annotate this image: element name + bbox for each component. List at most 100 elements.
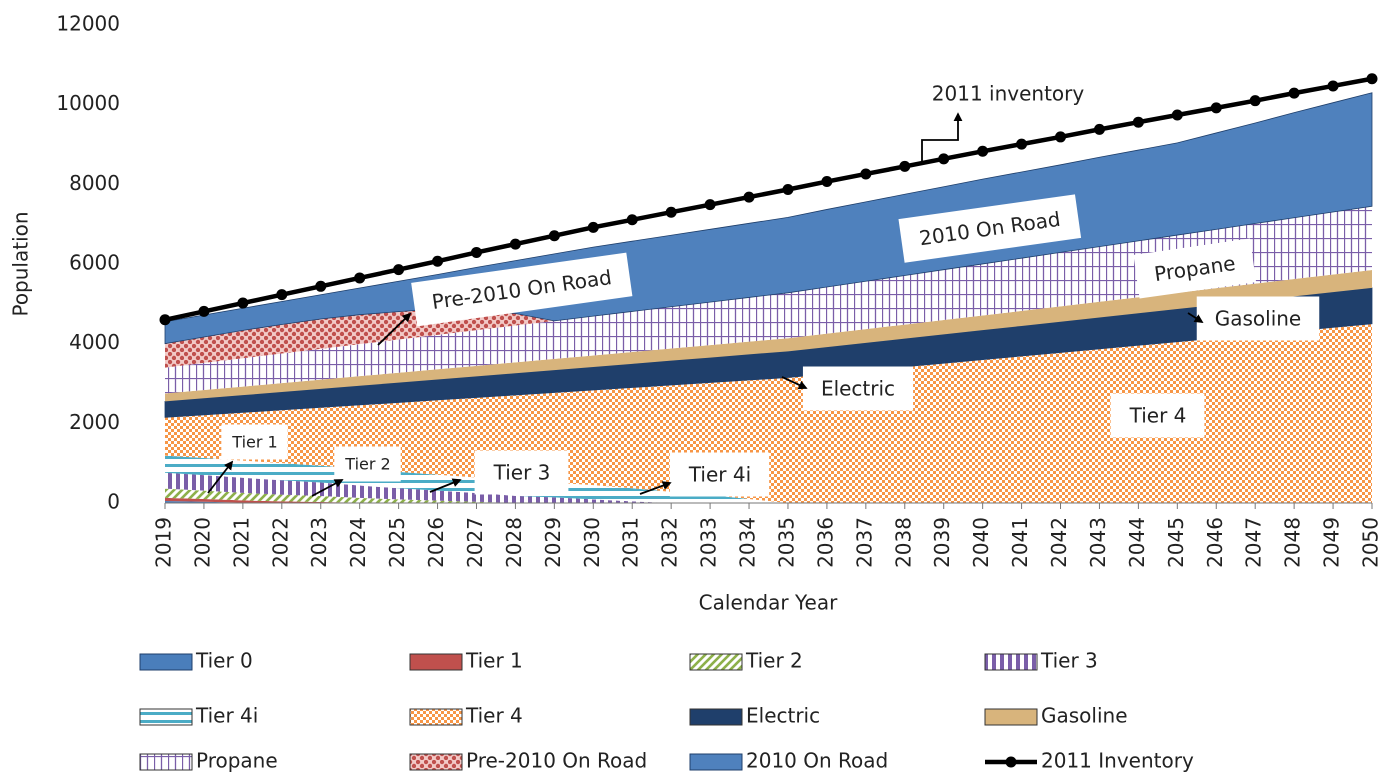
x-tick-label: 2034 [736,517,760,568]
y-tick-label: 0 [107,490,120,514]
line-marker [704,199,716,211]
line-marker [159,314,171,326]
legend-label: Propane [196,749,278,773]
annotation: Tier 4 [1110,393,1205,438]
annotation-arrow [377,312,412,346]
legend-label: Tier 2 [745,649,803,673]
legend-swatch [984,708,1038,726]
x-tick-label: 2047 [1242,517,1266,568]
line-marker [626,214,638,226]
x-tick-label: 2030 [580,517,604,568]
annotation-text: Tier 1 [231,433,277,452]
legend-swatch [409,753,463,771]
line-marker [1055,131,1067,143]
x-tick-label: 2032 [658,517,682,568]
line-marker [1132,116,1144,128]
legend-swatch [689,753,743,771]
x-tick-label: 2040 [969,517,993,568]
annotation-box [1133,238,1257,299]
line-marker [470,246,482,258]
legend-swatch [409,653,463,671]
line-marker [782,184,794,196]
x-tick-label: 2025 [385,517,409,568]
area [165,497,1372,503]
annotation: Propane [1133,238,1257,299]
y-axis-label: Population [9,211,33,316]
annotation-box [1110,393,1205,438]
annotation-text: 2011 inventory [932,82,1085,106]
x-tick-label: 2048 [1281,517,1305,568]
legend-swatch [1005,756,1017,768]
y-tick-label: 6000 [69,251,120,275]
annotation-box [221,424,288,460]
line-marker [1249,95,1261,107]
legend-label: 2010 On Road [746,749,888,773]
line-marker [977,145,989,157]
y-tick-label: 8000 [69,171,120,195]
annotation-text: Electric [821,377,895,401]
legend-swatch [139,708,193,726]
x-tick-label: 2026 [424,517,448,568]
annotation-box [1196,296,1320,341]
annotation-box [802,366,914,411]
y-tick-label: 12000 [56,12,120,36]
annotation: Tier 3 [474,450,569,495]
line-marker [587,221,599,233]
annotation: Tier 4i [669,452,770,497]
x-tick-label: 2028 [502,517,526,568]
line-marker [432,255,444,267]
annotation-text: Gasoline [1215,307,1302,331]
line-marker [1288,87,1300,99]
x-axis-label: Calendar Year [699,591,838,615]
y-tick-label: 4000 [69,330,120,354]
line [164,76,1373,322]
line-marker [198,305,210,317]
x-tick-label: 2035 [774,517,798,568]
area [165,206,1372,368]
area [165,472,1372,503]
legend-label: Pre-2010 On Road [466,749,647,773]
legend-label: Electric [746,704,820,728]
x-tick-label: 2041 [1008,517,1032,568]
x-tick-label: 2023 [307,517,331,568]
line-marker [821,176,833,188]
line-marker [1016,138,1028,150]
x-tick-label: 2029 [541,517,565,568]
x-tick-label: 2039 [930,517,954,568]
line-marker [1327,80,1339,92]
area [165,206,1372,394]
y-tick-label: 2000 [69,410,120,434]
x-tick-label: 2042 [1047,517,1071,568]
line-marker [393,264,405,276]
legend-swatch [689,708,743,726]
area [165,269,1372,402]
annotation-arrow [429,478,462,493]
legend-label: Gasoline [1041,704,1128,728]
line-marker [354,272,366,284]
area [165,455,1372,503]
x-tick-label: 2049 [1320,517,1344,568]
annotation: Tier 2 [334,446,401,482]
annotation-arrow [311,479,344,497]
x-tick-label: 2050 [1359,517,1383,568]
line-marker [548,230,560,242]
line-marker [743,191,755,203]
x-tick-label: 2037 [852,517,876,568]
x-tick-label: 2022 [268,517,292,568]
x-tick-label: 2021 [229,517,253,568]
line-marker [938,153,950,165]
annotation-text: Tier 4i [688,463,751,487]
legend-label: 2011 Inventory [1041,749,1194,773]
annotation-arrow [639,481,672,495]
annotation: 2010 On Road [898,194,1082,263]
annotation-arrow [921,112,963,163]
annotation-arrow [207,460,234,494]
annotation-arrow [1187,312,1204,323]
line-marker [509,238,521,250]
line-marker [1210,102,1222,114]
x-tick-label: 2024 [346,517,370,568]
x-tick-label: 2019 [152,517,176,568]
x-tick-label: 2045 [1164,517,1188,568]
legend-swatch [689,653,743,671]
